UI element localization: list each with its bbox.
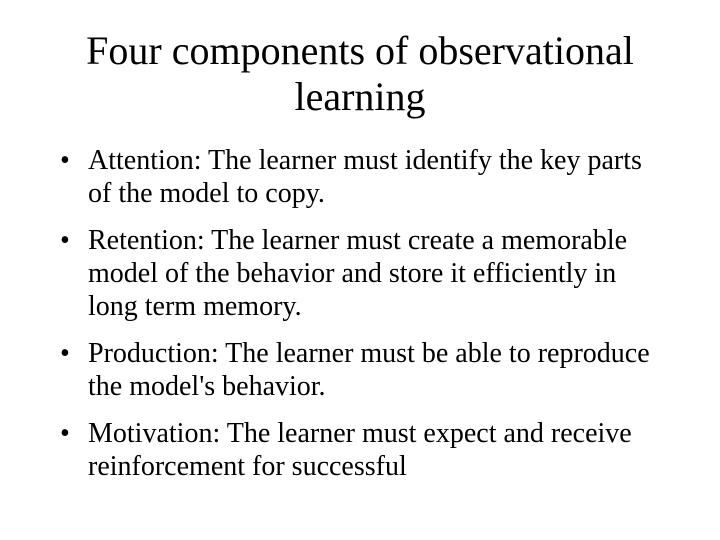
list-item: Production: The learner must be able to … <box>60 337 670 403</box>
slide-title: Four components of observational learnin… <box>40 28 680 120</box>
list-item: Retention: The learner must create a mem… <box>60 224 670 323</box>
list-item: Motivation: The learner must expect and … <box>60 417 670 483</box>
list-item: Attention: The learner must identify the… <box>60 144 670 210</box>
bullet-list: Attention: The learner must identify the… <box>40 144 680 483</box>
slide: Four components of observational learnin… <box>0 0 720 540</box>
